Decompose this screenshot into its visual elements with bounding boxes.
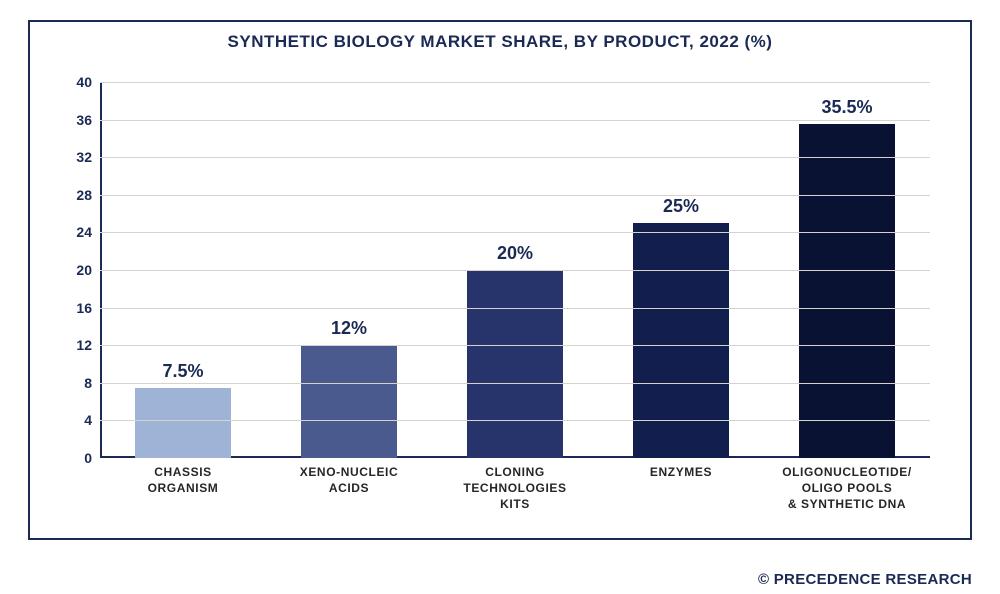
grid-line [100, 232, 930, 233]
bar-value-label: 12% [331, 318, 367, 339]
grid-line [100, 420, 930, 421]
y-tick: 0 [62, 450, 92, 466]
bar [633, 223, 729, 458]
bar [467, 270, 563, 458]
y-tick: 4 [62, 412, 92, 428]
plot-area: 7.5%12%20%25%35.5% 0481216202428323640 [100, 82, 930, 458]
x-label: XENO-NUCLEIC ACIDS [266, 464, 432, 520]
credit-text: © PRECEDENCE RESEARCH [758, 571, 972, 588]
x-labels: CHASSIS ORGANISMXENO-NUCLEIC ACIDSCLONIN… [100, 464, 930, 520]
x-label: ENZYMES [598, 464, 764, 520]
grid-line [100, 345, 930, 346]
y-tick: 24 [62, 224, 92, 240]
bar-value-label: 35.5% [821, 97, 872, 118]
y-tick: 12 [62, 337, 92, 353]
y-tick: 28 [62, 187, 92, 203]
chart-container: SYNTHETIC BIOLOGY MARKET SHARE, BY PRODU… [28, 20, 972, 540]
grid-line [100, 195, 930, 196]
x-label: CLONING TECHNOLOGIES KITS [432, 464, 598, 520]
y-tick: 20 [62, 262, 92, 278]
grid-line [100, 120, 930, 121]
y-tick: 40 [62, 74, 92, 90]
grid-line [100, 157, 930, 158]
x-label: OLIGONUCLEOTIDE/ OLIGO POOLS & SYNTHETIC… [764, 464, 930, 520]
bar-value-label: 25% [663, 196, 699, 217]
chart-title: SYNTHETIC BIOLOGY MARKET SHARE, BY PRODU… [30, 22, 970, 52]
grid-line [100, 308, 930, 309]
bar [135, 388, 231, 459]
grid-line [100, 383, 930, 384]
bar-value-label: 20% [497, 243, 533, 264]
bar [799, 124, 895, 458]
y-tick: 36 [62, 112, 92, 128]
grid-line [100, 82, 930, 83]
y-tick: 16 [62, 300, 92, 316]
x-label: CHASSIS ORGANISM [100, 464, 266, 520]
bar-value-label: 7.5% [162, 361, 203, 382]
grid-line [100, 270, 930, 271]
chart-frame: SYNTHETIC BIOLOGY MARKET SHARE, BY PRODU… [0, 0, 1000, 594]
y-tick: 32 [62, 149, 92, 165]
bar [301, 345, 397, 458]
y-tick: 8 [62, 375, 92, 391]
